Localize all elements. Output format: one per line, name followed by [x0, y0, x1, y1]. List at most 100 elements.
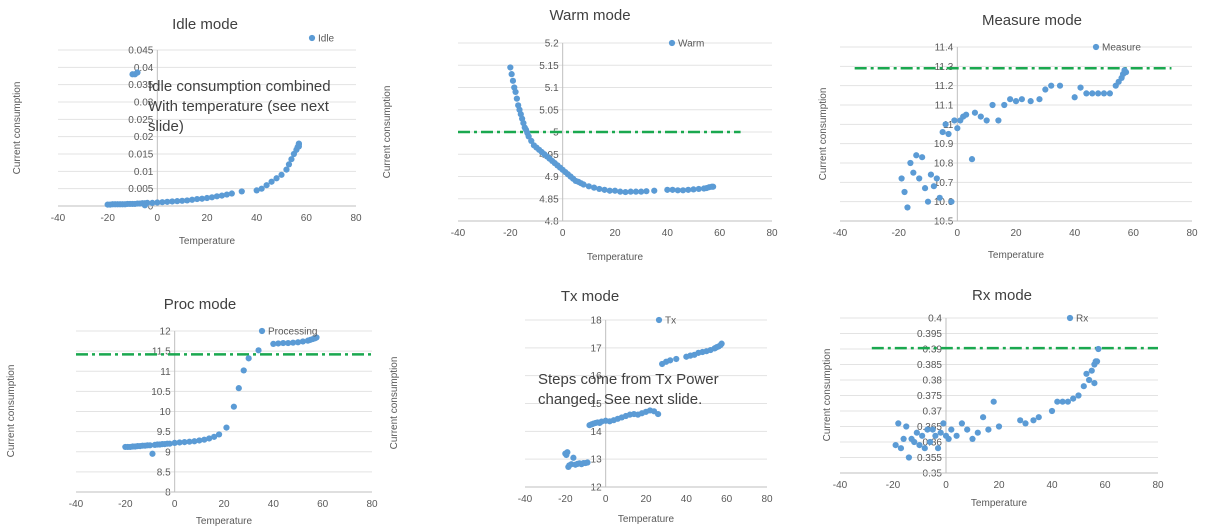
data-point	[913, 429, 920, 436]
chart-title: Idle mode	[172, 16, 238, 33]
data-point	[897, 445, 905, 452]
data-point	[921, 185, 929, 192]
y-tick-label: 10.9	[934, 139, 954, 150]
data-point	[184, 197, 191, 204]
data-point	[1122, 69, 1130, 76]
data-point	[1075, 392, 1082, 399]
data-point	[223, 191, 230, 198]
data-point	[940, 420, 947, 427]
data-point	[939, 128, 946, 136]
data-point	[223, 424, 230, 431]
data-point	[916, 442, 923, 449]
y-tick-label: 11	[160, 367, 171, 378]
x-tick-label: -40	[69, 499, 84, 510]
data-point	[913, 152, 920, 159]
y-tick-label: 15	[591, 399, 603, 410]
y-tick-label: 0.025	[128, 115, 153, 126]
y-tick-label: 10.5	[934, 217, 954, 228]
data-point	[1030, 417, 1037, 424]
data-point	[570, 454, 577, 461]
data-point	[1022, 420, 1029, 427]
data-point	[898, 175, 905, 182]
y-tick-label: 0.02	[134, 132, 154, 143]
x-tick-label: -20	[503, 228, 518, 239]
data-point	[1093, 358, 1101, 365]
annotation-line: Idle consumption combined	[148, 78, 331, 95]
x-tick-label: 40	[1046, 480, 1058, 491]
data-point	[186, 438, 193, 445]
y-tick-label: 0.35	[923, 469, 943, 480]
x-tick-label: 20	[993, 480, 1005, 491]
data-point	[258, 185, 265, 192]
data-point	[1071, 94, 1078, 101]
data-point	[934, 445, 942, 452]
y-tick-label: 0.37	[923, 407, 943, 418]
y-tick-label: 13	[591, 455, 603, 466]
data-point	[900, 435, 907, 442]
chart-title: Warm mode	[549, 7, 631, 24]
legend-label: Tx	[665, 316, 676, 327]
y-tick-label: 10.5	[151, 387, 171, 398]
x-tick-label: 60	[1128, 228, 1140, 239]
legend-label: Warm	[678, 39, 704, 50]
y-axis-label: Current consumption	[12, 82, 23, 175]
data-point	[146, 442, 154, 449]
y-axis-label: Current consumption	[6, 365, 17, 458]
data-point	[288, 156, 295, 163]
data-point	[270, 340, 277, 347]
data-point	[590, 184, 598, 191]
data-point	[1056, 82, 1064, 89]
data-point	[228, 190, 235, 197]
data-point	[606, 187, 613, 194]
legend-label: Measure	[1102, 43, 1141, 54]
chart-annotation: Steps come from Tx Power changed. See ne…	[538, 370, 758, 410]
x-tick-label: 80	[350, 213, 362, 224]
data-point	[218, 192, 225, 199]
data-point	[638, 188, 645, 195]
x-tick-label: 0	[155, 213, 161, 224]
x-tick-label: 80	[1152, 480, 1164, 491]
data-point	[1070, 395, 1077, 402]
chart-svg: 10.510.610.710.810.91111.111.211.311.4-4…	[818, 43, 1198, 262]
legend-marker	[308, 34, 316, 42]
data-point	[968, 156, 976, 163]
y-tick-label: 0.035	[128, 80, 153, 91]
data-point	[201, 436, 208, 443]
data-point	[275, 340, 282, 347]
y-tick-label: 0.38	[923, 376, 943, 387]
data-point	[958, 420, 965, 427]
data-point	[910, 169, 917, 176]
data-point	[989, 101, 996, 109]
x-tick-label: -20	[100, 213, 115, 224]
y-tick-label: 0.015	[128, 150, 153, 161]
y-tick-label: 0.01	[134, 167, 154, 178]
data-point	[294, 339, 302, 346]
y-tick-label: 0.03	[134, 98, 154, 109]
x-axis-label: Temperature	[587, 252, 644, 263]
y-tick-label: 9	[165, 447, 171, 458]
data-point	[685, 186, 692, 193]
data-point	[954, 125, 961, 132]
y-tick-label: 14	[591, 427, 603, 438]
y-tick-label: 9.5	[157, 427, 171, 438]
data-point	[181, 438, 188, 446]
data-point	[1036, 96, 1043, 103]
x-tick-label: 60	[721, 494, 733, 505]
data-point	[149, 199, 156, 206]
y-tick-label: 18	[591, 316, 603, 327]
data-point	[901, 188, 908, 196]
data-point	[1027, 98, 1034, 105]
y-tick-label: 10.6	[934, 197, 954, 208]
data-point	[1059, 398, 1066, 405]
data-point	[1007, 96, 1014, 103]
y-tick-label: 0.355	[917, 453, 942, 464]
x-tick-label: -20	[118, 499, 133, 510]
data-point	[1080, 383, 1087, 390]
y-tick-label: 0	[148, 202, 154, 213]
data-point	[193, 195, 201, 203]
x-tick-label: 60	[714, 228, 726, 239]
data-point	[313, 334, 320, 341]
data-point	[895, 420, 902, 427]
x-tick-label: 0	[172, 499, 178, 510]
data-point	[283, 166, 290, 173]
